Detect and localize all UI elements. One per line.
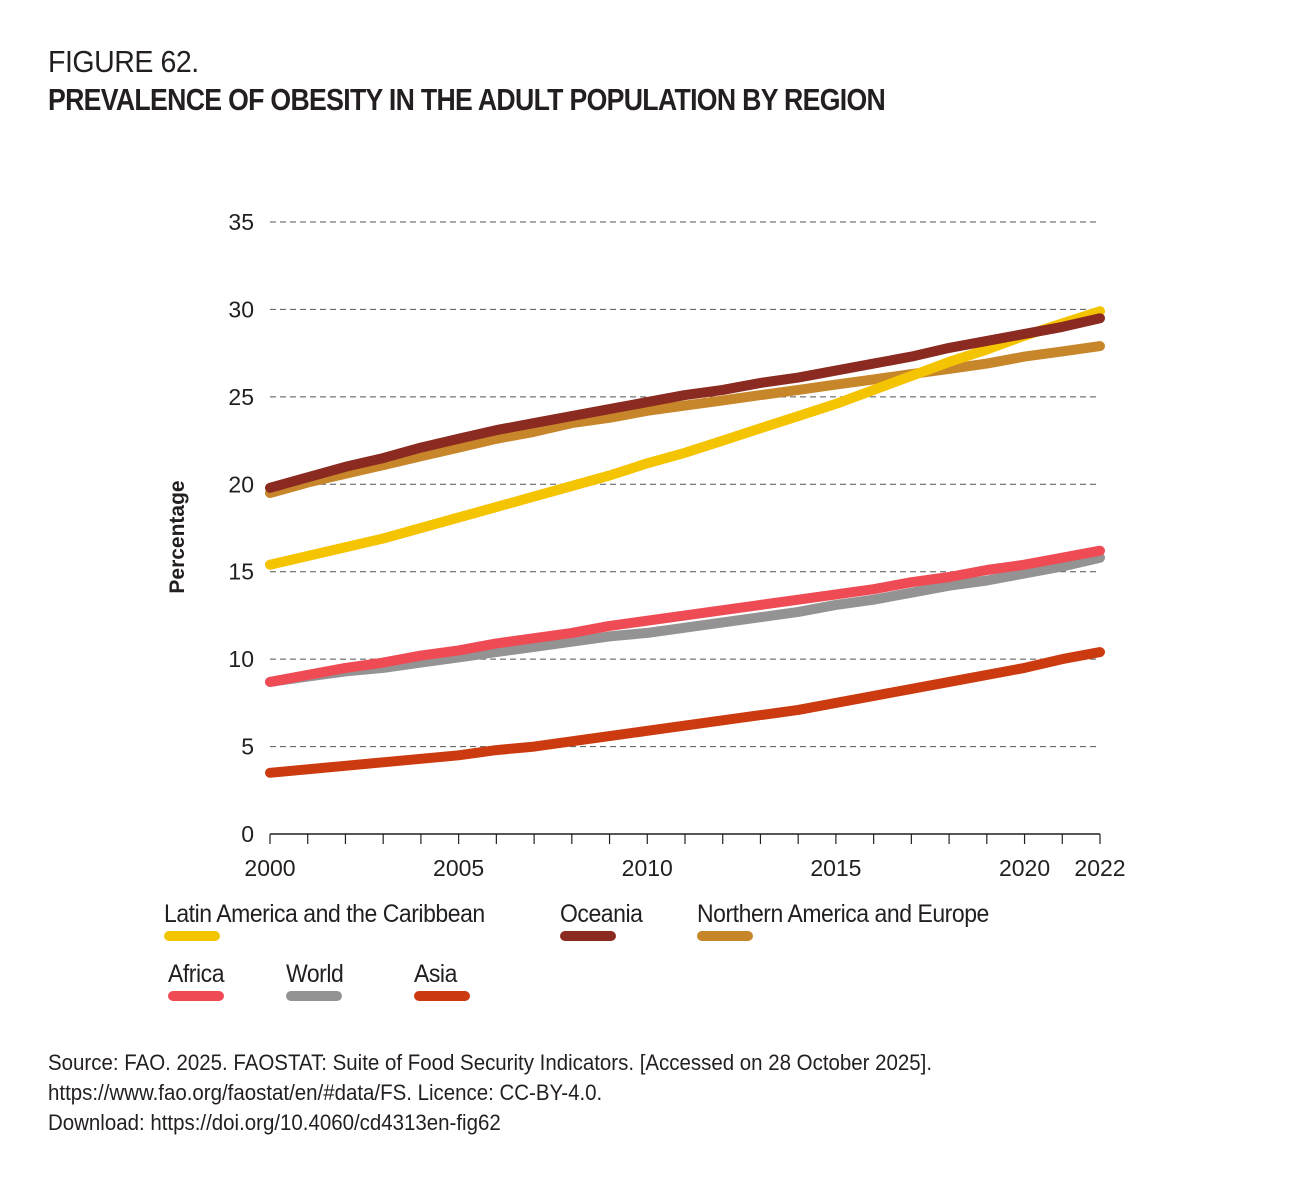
figure-label: FIGURE 62.: [48, 44, 199, 79]
x-tick-label: 2022: [1074, 855, 1125, 881]
legend-item-oceania: Oceania: [560, 900, 650, 941]
x-axis: 2000 2005 2010 2015 2020 2022: [244, 833, 1126, 881]
legend-item-asia: Asia: [414, 960, 470, 1001]
y-tick-label: 15: [228, 559, 254, 585]
y-tick-label: 0: [241, 821, 254, 847]
legend-label: Latin America and the Caribbean: [164, 900, 485, 928]
legend-item-africa: Africa: [168, 960, 229, 1001]
y-tick-label: 25: [228, 384, 254, 410]
legend-swatch: [168, 991, 224, 1001]
series-line-oceania: [265, 313, 1105, 493]
legend-swatch: [414, 991, 470, 1001]
legend-label: Oceania: [560, 900, 643, 928]
legend-swatch: [560, 931, 616, 941]
legend-swatch: [697, 931, 753, 941]
x-tick-label: 2010: [622, 855, 673, 881]
source-url-line[interactable]: https://www.fao.org/faostat/en/#data/FS.…: [48, 1080, 603, 1105]
y-tick-label: 10: [228, 646, 254, 672]
legend-label: World: [286, 960, 344, 988]
legend-swatch: [164, 931, 220, 941]
y-tick-label: 20: [228, 471, 254, 497]
y-tick-label: 5: [241, 734, 254, 760]
legend-item-world: World: [286, 960, 348, 1001]
source-line: Source: FAO. 2025. FAOSTAT: Suite of Foo…: [48, 1050, 933, 1075]
x-tick-label: 2000: [244, 855, 295, 881]
series-line-latin-america-and-the-caribbean: [265, 306, 1105, 570]
legend-label: Africa: [168, 960, 225, 988]
download-line[interactable]: Download: https://doi.org/10.4060/cd4313…: [48, 1110, 501, 1135]
legend-item-northern-america-europe: Northern America and Europe: [697, 900, 1014, 941]
y-axis-ticks: 0 5 10 15 20 25 30 35: [228, 209, 254, 847]
legend-label: Asia: [414, 960, 457, 988]
source-note: Source: FAO. 2025. FAOSTAT: Suite of Foo…: [48, 1048, 932, 1138]
series-line-africa: [265, 545, 1105, 687]
y-tick-label: 35: [228, 209, 254, 235]
y-tick-label: 30: [228, 296, 254, 322]
series-line-asia: [265, 647, 1105, 778]
series-line-world: [265, 552, 1105, 687]
figure-title: PREVALENCE OF OBESITY IN THE ADULT POPUL…: [48, 82, 886, 117]
legend-swatch: [286, 991, 342, 1001]
x-tick-label: 2005: [433, 855, 484, 881]
legend-label: Northern America and Europe: [697, 900, 989, 928]
series-line-northern-america-and-europe: [265, 341, 1105, 498]
y-axis-label: Percentage: [166, 480, 189, 593]
series-lines: [265, 306, 1105, 778]
legend-item-latin-america: Latin America and the Caribbean: [164, 900, 513, 941]
x-tick-label: 2020: [999, 855, 1050, 881]
x-tick-label: 2015: [810, 855, 861, 881]
